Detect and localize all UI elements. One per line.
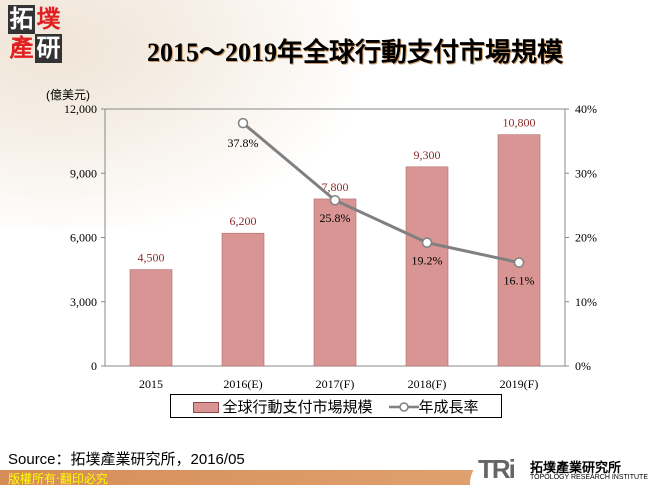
- bar-data-label: 6,200: [230, 214, 257, 228]
- y2-tick-label: 10%: [575, 295, 597, 309]
- line-data-label: 16.1%: [504, 274, 535, 288]
- brand: TRi: [478, 454, 516, 484]
- growth-line: [242, 121, 520, 265]
- bar: [313, 198, 357, 367]
- y-tick-label: 9,000: [70, 166, 97, 180]
- growth-point: [421, 237, 433, 248]
- logo-char: 拓: [8, 5, 35, 34]
- brand-cn: 拓墣產業研究所: [530, 461, 622, 476]
- growth-point: [513, 257, 525, 268]
- logo-char: 產: [9, 34, 34, 62]
- line-data-label: 19.2%: [412, 254, 443, 268]
- y-tick-label: 12,000: [64, 102, 97, 116]
- tri-logo: TRi 拓墣產業研究所 TOPOLOGY RESEARCH INSTITUTE: [470, 454, 650, 486]
- legend-item-line: 年成長率: [388, 396, 479, 417]
- line-data-label: 37.8%: [228, 136, 259, 150]
- line-data-label: 25.8%: [320, 211, 351, 225]
- bar-data-label: 9,300: [414, 148, 441, 162]
- bar: [497, 134, 541, 367]
- growth-point: [329, 194, 341, 206]
- y2-tick-label: 0%: [575, 359, 591, 373]
- y-tick-label: 0: [91, 359, 97, 373]
- x-tick-label: 2015: [139, 377, 163, 391]
- page-title: 2015～2019年全球行動支付市場規模: [146, 38, 563, 67]
- y-axis-unit: (億美元): [46, 88, 90, 102]
- logo-char: 墣: [36, 5, 61, 33]
- bar: [221, 232, 265, 367]
- x-tick-label: 2017(F): [316, 377, 355, 391]
- legend-label: 全球行動支付市場規模: [222, 397, 373, 416]
- y-tick-label: 6,000: [70, 231, 97, 245]
- bar-data-label: 10,800: [503, 116, 536, 130]
- bar-data-label: 4,500: [138, 251, 165, 265]
- x-tick-label: 2019(F): [500, 377, 539, 391]
- legend-item-bar: 全球行動支付市場規模: [193, 396, 373, 417]
- source-note: Source：拓墣產業研究所，2016/05: [8, 451, 245, 468]
- brand-en: TOPOLOGY RESEARCH INSTITUTE: [530, 474, 648, 481]
- bar-data-label: 7,800: [322, 180, 349, 194]
- logo-char: 研: [35, 34, 62, 63]
- x-tick-label: 2016(E): [223, 377, 262, 391]
- legend-label: 年成長率: [418, 397, 479, 416]
- y2-tick-label: 30%: [575, 166, 597, 180]
- bar-swatch-icon: [193, 401, 220, 413]
- logo: 拓 墣 產 研: [8, 5, 62, 67]
- line-marker-icon: [388, 402, 419, 412]
- y2-tick-label: 20%: [575, 231, 597, 245]
- growth-point: [237, 117, 249, 129]
- bar: [129, 269, 173, 367]
- bar: [405, 166, 449, 367]
- x-tick-label: 2018(F): [408, 377, 447, 391]
- copyright: 版權所有‧翻印必究: [8, 472, 108, 486]
- legend: 全球行動支付市場規模 年成長率: [170, 394, 502, 418]
- y-tick-label: 3,000: [70, 295, 97, 309]
- y2-tick-label: 40%: [575, 102, 597, 116]
